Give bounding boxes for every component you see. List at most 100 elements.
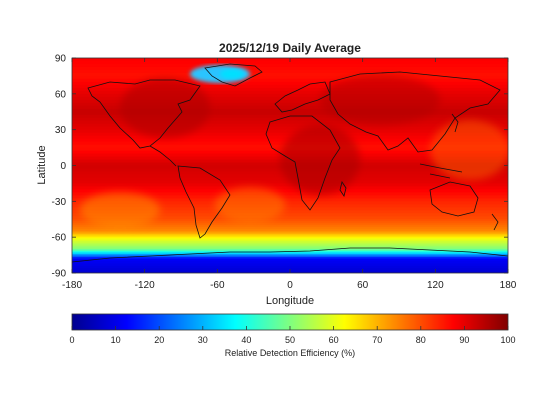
efficiency-band bbox=[72, 84, 508, 89]
efficiency-band bbox=[72, 78, 508, 83]
efficiency-band bbox=[72, 126, 508, 131]
chart-title: 2025/12/19 Daily Average bbox=[219, 41, 361, 55]
colorbar-tick-label: 40 bbox=[241, 335, 251, 345]
efficiency-band bbox=[72, 81, 508, 86]
efficiency-band bbox=[72, 99, 508, 104]
y-tick-label: 30 bbox=[55, 125, 67, 136]
y-tick-label: 0 bbox=[60, 161, 66, 172]
efficiency-band bbox=[72, 75, 508, 80]
x-tick-label: -180 bbox=[62, 280, 82, 291]
efficiency-band bbox=[72, 232, 508, 235]
efficiency-band bbox=[72, 253, 508, 257]
efficiency-band bbox=[72, 93, 508, 98]
efficiency-band bbox=[72, 252, 508, 255]
efficiency-band bbox=[72, 192, 508, 196]
efficiency-band bbox=[72, 229, 508, 232]
efficiency-band bbox=[72, 69, 508, 74]
coast-new-zealand bbox=[491, 213, 499, 231]
efficiency-band bbox=[72, 102, 508, 107]
x-tick-label: 0 bbox=[287, 280, 293, 291]
efficiency-band bbox=[72, 247, 508, 250]
efficiency-band bbox=[72, 233, 508, 236]
efficiency-band bbox=[72, 207, 508, 211]
greenland-core-patch bbox=[220, 69, 244, 79]
coast-madagascar bbox=[339, 181, 347, 197]
efficiency-band bbox=[72, 227, 508, 230]
efficiency-band bbox=[72, 265, 508, 269]
coast-antarctica bbox=[72, 247, 508, 263]
efficiency-band bbox=[72, 258, 508, 262]
efficiency-band bbox=[72, 257, 508, 260]
south-pacific-warm-patch bbox=[80, 192, 160, 228]
efficiency-band bbox=[72, 223, 508, 226]
efficiency-band bbox=[72, 231, 508, 234]
efficiency-band bbox=[72, 249, 508, 252]
x-tick-label: -120 bbox=[135, 280, 155, 291]
colorbar-tick-label: 50 bbox=[285, 335, 295, 345]
efficiency-band bbox=[72, 60, 508, 65]
efficiency-band bbox=[72, 111, 508, 116]
coast-central-america bbox=[149, 145, 177, 167]
efficiency-band bbox=[72, 183, 508, 188]
efficiency-band bbox=[72, 132, 508, 137]
efficiency-band bbox=[72, 117, 508, 122]
coast-africa bbox=[265, 115, 341, 211]
colorbar-tick-label: 80 bbox=[416, 335, 426, 345]
efficiency-band bbox=[72, 255, 508, 258]
efficiency-band bbox=[72, 90, 508, 95]
efficiency-band bbox=[72, 244, 508, 247]
efficiency-band bbox=[72, 245, 508, 249]
colorbar-tick-label: 20 bbox=[154, 335, 164, 345]
efficiency-band bbox=[72, 123, 508, 128]
efficiency-band bbox=[72, 63, 508, 68]
efficiency-band bbox=[72, 216, 508, 220]
x-tick-label: 120 bbox=[427, 280, 444, 291]
colorbar-tick-label: 10 bbox=[111, 335, 121, 345]
y-tick-label: -60 bbox=[52, 233, 67, 244]
coast-asia bbox=[329, 71, 501, 153]
efficiency-band bbox=[72, 241, 508, 244]
efficiency-band bbox=[72, 263, 508, 267]
y-tick-label: 60 bbox=[55, 89, 67, 100]
coast-australia bbox=[429, 181, 479, 217]
colorbar-tick-label: 60 bbox=[329, 335, 339, 345]
colorbar-label: Relative Detection Efficiency (%) bbox=[225, 348, 355, 358]
efficiency-band bbox=[72, 236, 508, 239]
efficiency-band bbox=[72, 238, 508, 241]
colorbar-tick-label: 90 bbox=[459, 335, 469, 345]
efficiency-band bbox=[72, 239, 508, 242]
efficiency-band bbox=[72, 213, 508, 217]
colorbar-tick-label: 30 bbox=[198, 335, 208, 345]
coast-greenland bbox=[204, 63, 263, 87]
pacific-warm-patch bbox=[430, 120, 508, 180]
efficiency-band bbox=[72, 66, 508, 71]
efficiency-band bbox=[72, 186, 508, 190]
x-axis: -180 -120 -60 0 60 120 180 bbox=[62, 58, 517, 291]
x-tick-label: 180 bbox=[500, 280, 517, 291]
efficiency-band bbox=[72, 120, 508, 125]
north-america-hot-patch bbox=[120, 78, 210, 138]
colorbar-ticks: 0 10 20 30 40 50 60 70 80 90 100 bbox=[69, 326, 516, 345]
efficiency-band bbox=[72, 225, 508, 228]
coast-north-america bbox=[87, 79, 201, 149]
x-tick-label: -60 bbox=[210, 280, 225, 291]
efficiency-band bbox=[72, 235, 508, 238]
x-axis-label: Longitude bbox=[266, 295, 314, 307]
coast-south-america bbox=[177, 165, 231, 239]
efficiency-band bbox=[72, 201, 508, 205]
efficiency-band bbox=[72, 72, 508, 77]
africa-hot-patch bbox=[280, 125, 360, 195]
heatmap-field bbox=[72, 58, 508, 273]
efficiency-band bbox=[72, 219, 508, 222]
efficiency-band bbox=[72, 221, 508, 224]
asia-hot-patch bbox=[320, 75, 440, 125]
colorbar-tick-label: 70 bbox=[372, 335, 382, 345]
efficiency-band bbox=[72, 96, 508, 101]
south-atlantic-warm-patch bbox=[215, 187, 285, 223]
heat-patches bbox=[80, 75, 508, 228]
coast-japan bbox=[451, 113, 459, 133]
efficiency-band bbox=[72, 195, 508, 199]
colorbar-tick-label: 0 bbox=[69, 335, 74, 345]
efficiency-band bbox=[72, 87, 508, 92]
